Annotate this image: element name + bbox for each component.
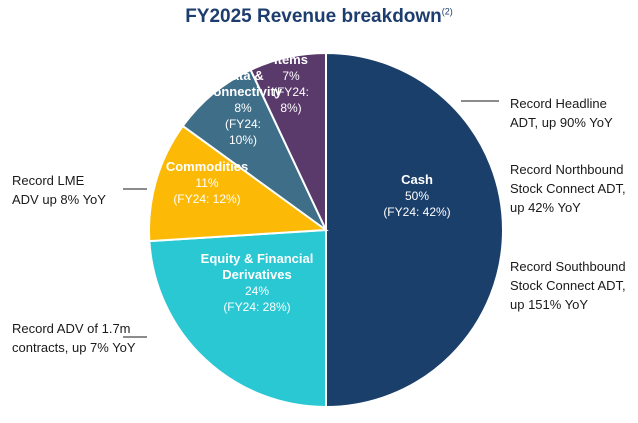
slice-label-equity-and-financial-derivatives: Equity & Financial Derivatives 24% (FY24: 2… xyxy=(201,251,314,314)
pie-slice-cash xyxy=(325,51,504,409)
annotation-southbound: Record Southbound Stock Connect ADT, up 15… xyxy=(510,259,626,312)
annotation-lme: Record LME ADV up 8% YoY xyxy=(12,173,106,207)
annotation-equity-adv: Record ADV of 1.7m contracts, up 7% YoY xyxy=(12,321,136,355)
pie-slice-equity-and-financial-derivatives xyxy=(148,228,327,409)
slice-label-cash: Cash 50% (FY24: 42%) xyxy=(383,172,450,219)
annotation-headline-adt: Record Headline ADT, up 90% YoY xyxy=(510,96,613,130)
pie-slice-data-and-connectivity xyxy=(181,68,327,231)
chart-title-footnote: (2) xyxy=(441,6,453,17)
chart-title: FY2025 Revenue breakdown(2) xyxy=(0,6,638,28)
slice-label-commodities: Commodities 11% (FY24: 12%) xyxy=(166,159,248,206)
chart-title-text: FY2025 Revenue breakdown xyxy=(185,6,442,27)
pie-slice-corporate-items xyxy=(249,51,327,231)
slice-label-corporate-items: Corporate Items 7% (FY24: 8%) xyxy=(260,36,322,115)
pie-slice-commodities xyxy=(148,124,329,243)
slice-label-data-and-connectivity: Data & Connectivity 8% (FY24: 10%) xyxy=(204,68,283,147)
annotation-northbound: Record Northbound Stock Connect ADT, up 42… xyxy=(510,162,626,215)
